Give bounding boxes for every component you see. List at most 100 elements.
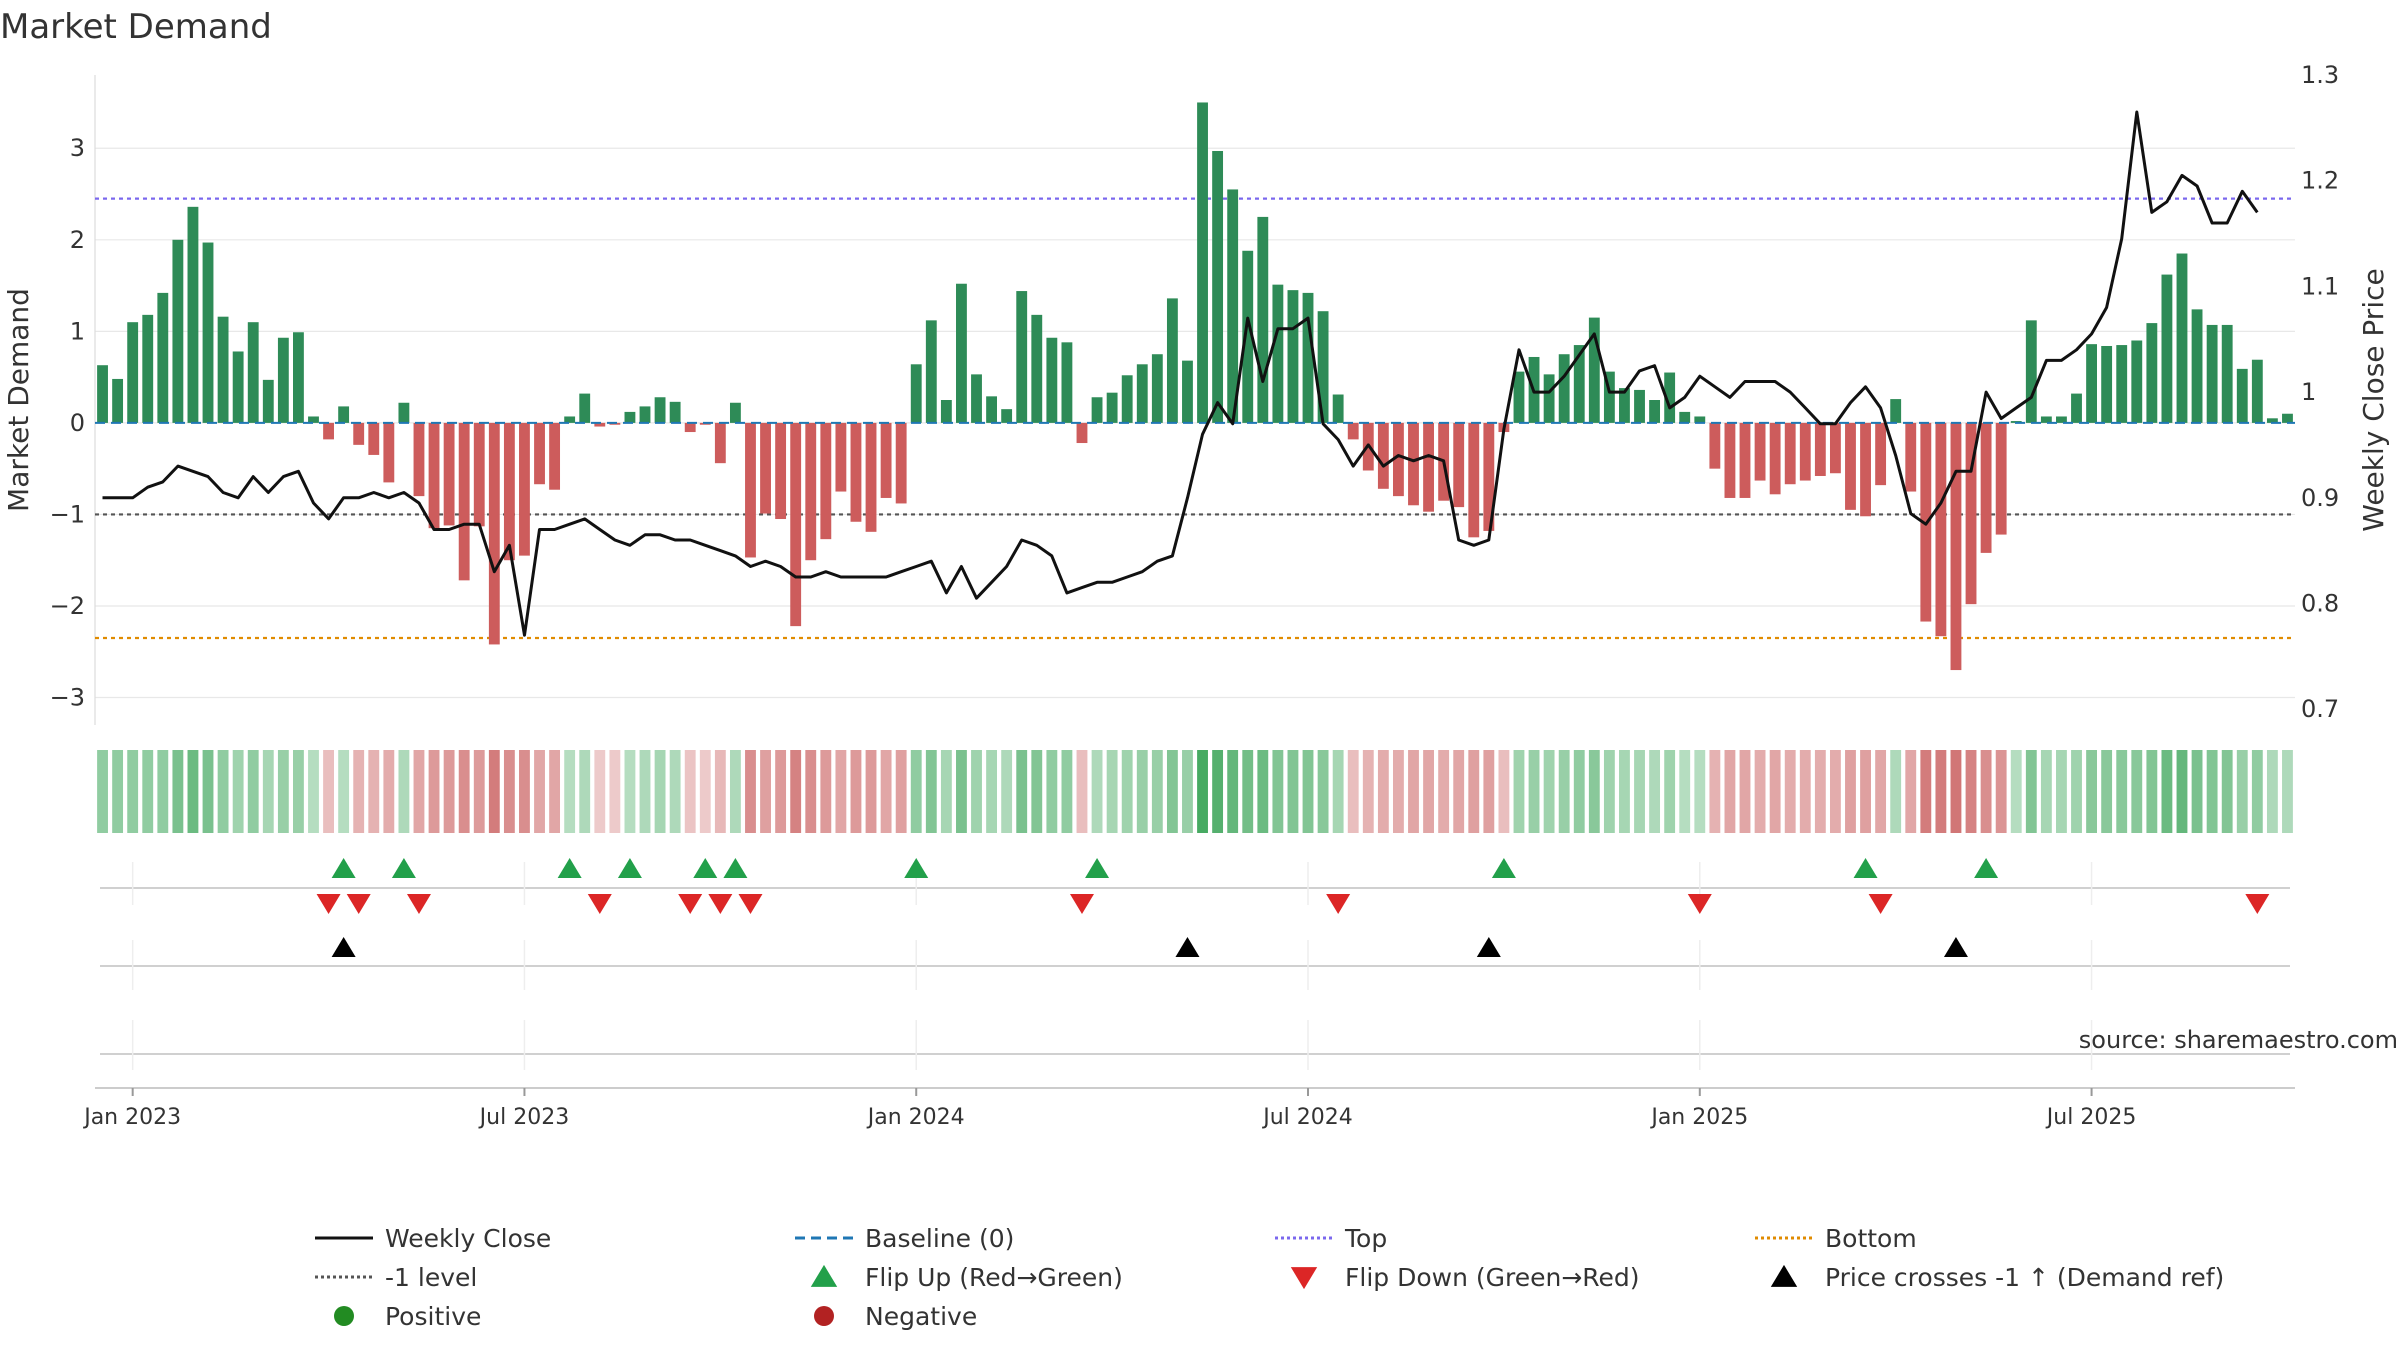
demand-bar [1739,422,1751,498]
demand-bar [1980,422,1992,553]
demand-bar [1016,291,1028,423]
strip-cell [639,750,651,833]
legend-swatch-tri-up [810,1264,838,1287]
strip-cell [2191,750,2203,833]
legend-label: Negative [865,1302,977,1331]
demand-bar [172,239,184,423]
strip-cell [534,750,545,833]
strip-cell [368,750,380,833]
strip-cell [1362,750,1374,833]
strip-cell [820,750,832,833]
demand-bar [187,206,199,423]
strip-cell [880,750,892,833]
strip-cell [684,750,696,833]
demand-bar [1890,399,1902,423]
demand-bar [564,416,576,423]
legend-label: Price crosses -1 ↑ (Demand ref) [1825,1263,2224,1292]
y-axis-right-label: Weekly Close Price [2357,268,2390,531]
strip-cell [594,750,606,833]
strip-cell [2116,750,2128,833]
strip-cell [1483,750,1495,833]
demand-bars [95,102,2295,671]
strip-cell [2056,750,2067,833]
demand-bar [1227,189,1239,423]
price-cross-marker [1175,937,1200,957]
strip-cell [699,750,711,833]
strip-cell [308,750,319,833]
strip-cell [1754,750,1766,833]
demand-bar [1106,392,1118,423]
demand-bar [519,422,530,556]
demand-bar [1603,371,1615,423]
strip-cell [1302,750,1314,833]
strip-cell [669,750,681,833]
strip-cell [940,750,952,833]
demand-bar [1513,371,1525,423]
strip-cell [1829,750,1841,833]
legend-label: Baseline (0) [865,1224,1014,1253]
strip-cell [1076,750,1088,833]
strip-cell [895,750,907,833]
price-cross-marker [331,937,356,957]
strip-cell [850,750,862,833]
demand-bar [1257,216,1269,423]
strip-cell [624,750,636,833]
strip-cell [112,750,124,833]
demand-bar [1317,311,1329,423]
demand-bar [1965,422,1977,605]
demand-bar [1664,372,1676,423]
weekly-close-series [102,110,2259,637]
strip-cell [2146,750,2158,833]
legend-swatch-dot [334,1306,354,1326]
demand-bar [714,422,726,464]
strip-cell [1016,750,1028,833]
demand-bar [910,364,922,423]
demand-bar [443,422,455,526]
strip-cell [1513,750,1525,833]
demand-bar [1679,411,1691,423]
flip-down-marker [1069,894,1094,914]
demand-bar [1649,400,1661,423]
strip-cell [2251,750,2263,833]
demand-bar [760,422,771,514]
strip-cell [1287,750,1299,833]
demand-bar [2131,340,2143,423]
strip-cell [2161,750,2173,833]
demand-bar [503,422,515,561]
flip-down-marker [2245,894,2270,914]
demand-bar [865,422,877,532]
x-axis-ticks: Jan 2023 Jul 2023 Jan 2024 Jul 2024 Jan 2025… [82,1087,2295,1130]
strip-cell [1528,750,1540,833]
strip-cell [2236,750,2248,833]
flip-up-marker [1853,858,1878,878]
flip-up-marker [1085,858,1110,878]
strip-cell [2176,750,2188,833]
demand-bar [1483,422,1495,531]
demand-bar [1453,422,1465,508]
demand-bar [2161,274,2173,423]
demand-bar [835,422,847,492]
demand-bar [775,422,787,520]
demand-bar [1619,388,1630,423]
demand-bar [262,379,274,423]
strip-cell [1995,750,2007,833]
strip-cell [458,750,470,833]
demand-bar [534,422,545,485]
strip-cell [564,750,576,833]
x-tick-label: Jul 2023 [478,1105,570,1130]
demand-bar [1588,317,1600,423]
signal-rows [100,858,2290,1070]
demand-bar [880,422,892,498]
strip-cell [1905,750,1917,833]
y-tick-right-label: 1.3 [2301,61,2339,89]
demand-bar [473,422,485,527]
demand-bar [2025,320,2037,423]
strip-cell [1558,750,1570,833]
strip-cell [1061,750,1073,833]
y-tick-right-label: 1.2 [2301,167,2339,195]
flip-up-marker [557,858,582,878]
strip-cell [1468,750,1480,833]
demand-bar [157,292,169,423]
demand-bar [217,316,229,423]
strip-cell [1890,750,1902,833]
